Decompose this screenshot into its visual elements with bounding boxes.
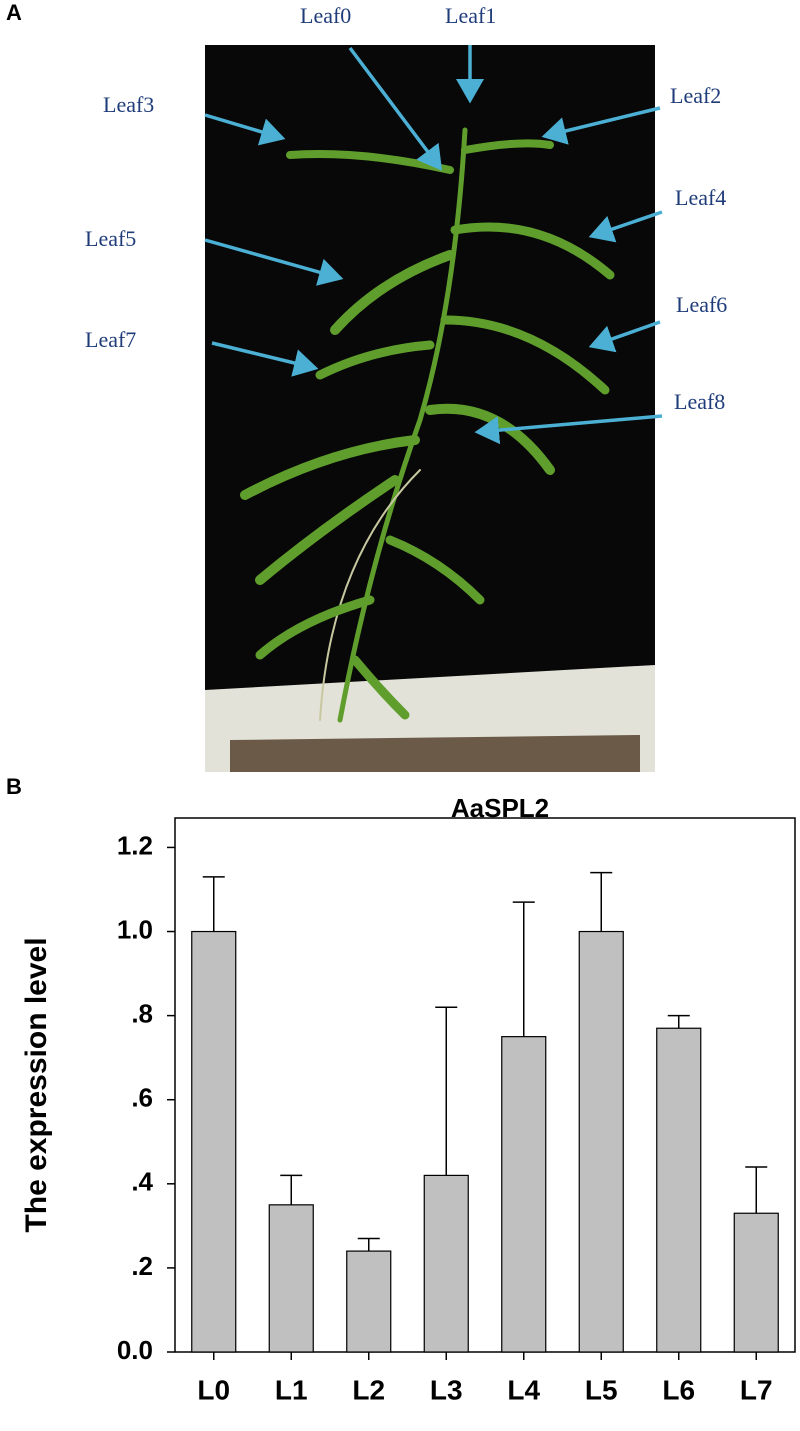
x-tick-label: L4 [507,1374,540,1405]
bar [346,1250,392,1353]
x-tick-label: L2 [352,1374,385,1405]
x-tick-label: L6 [662,1374,695,1405]
x-tick-label: L1 [275,1374,308,1405]
y-tick-label: .8 [131,998,153,1028]
leaf-label: Leaf6 [676,292,727,317]
y-axis-label: The expression level [20,937,53,1232]
bar [733,1212,779,1353]
y-tick-label: .2 [131,1251,153,1281]
leaf-labels: Leaf0 Leaf1 Leaf2 Leaf3 Leaf4 Leaf5 Leaf… [85,3,727,445]
bar [423,1174,469,1353]
leaf-label: Leaf2 [670,83,721,108]
leaf-label: Leaf3 [103,92,154,117]
x-tick-label: L3 [430,1374,463,1405]
leaf-label: Leaf5 [85,226,136,251]
x-tick-label: L5 [585,1374,618,1405]
y-tick-label: .4 [131,1167,153,1197]
bar [656,1027,702,1353]
y-tick-label: 1.2 [117,830,153,860]
leaf-label: Leaf0 [300,3,351,28]
x-tick-label: L0 [197,1374,230,1405]
y-tick-label: 0.0 [117,1335,153,1365]
arrows [204,45,663,445]
x-tick-label: L7 [740,1374,773,1405]
bar [578,930,624,1353]
bar [501,1036,547,1353]
leaf-label: Leaf7 [85,327,136,352]
leaf-label: Leaf8 [674,389,725,414]
leaf-label: Leaf4 [675,185,726,210]
panel-label: A [6,0,22,25]
bar [191,930,237,1353]
leaf-label: Leaf1 [445,3,496,28]
y-tick-label: 1.0 [117,914,153,944]
panel-label: B [6,774,22,799]
y-tick-label: .6 [131,1083,153,1113]
plot-frame [174,817,796,1353]
bar [268,1204,314,1353]
